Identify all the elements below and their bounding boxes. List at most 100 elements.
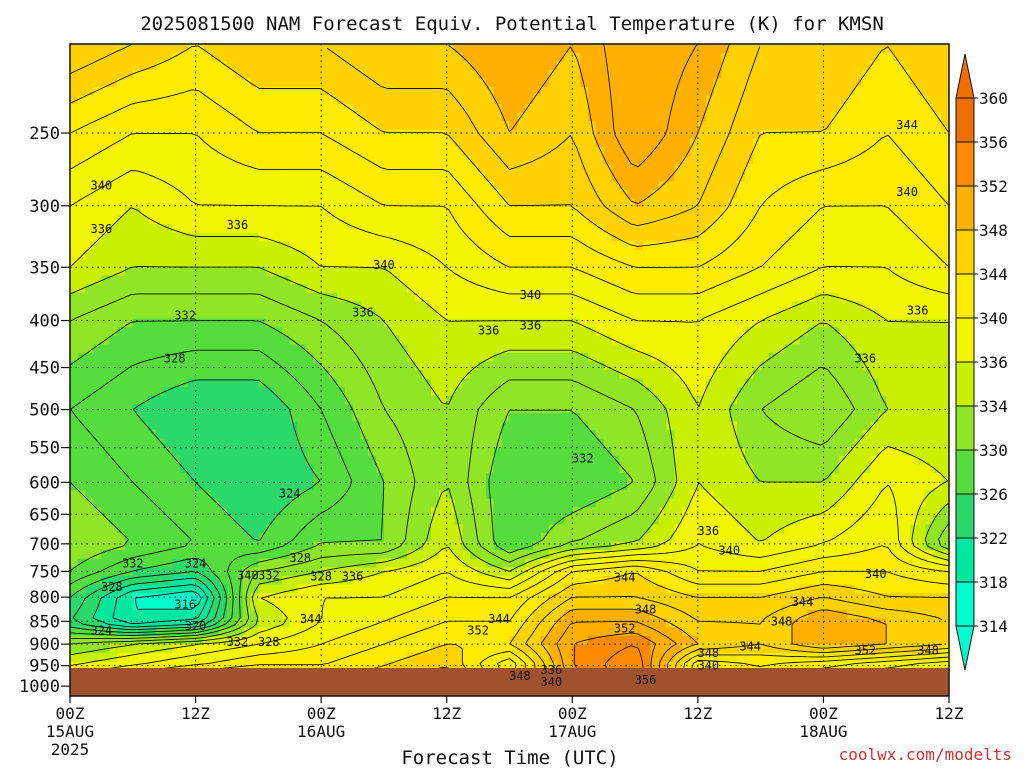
field-cell <box>109 258 118 268</box>
field-cell <box>321 498 330 508</box>
field-cell <box>203 515 212 526</box>
field-cell <box>266 335 275 345</box>
field-cell <box>297 292 307 302</box>
field-cell <box>533 164 542 174</box>
field-cell <box>525 533 534 543</box>
field-cell <box>517 232 526 242</box>
field-cell <box>101 567 110 577</box>
field-cell <box>391 533 401 543</box>
field-cell <box>234 121 244 131</box>
field-cell <box>211 189 220 200</box>
field-cell <box>321 309 330 320</box>
field-cell <box>533 224 542 234</box>
field-cell <box>376 232 385 242</box>
field-cell <box>297 593 307 603</box>
field-cell <box>305 292 314 302</box>
field-cell <box>383 267 393 277</box>
field-cell <box>423 232 432 242</box>
field-cell <box>548 344 558 354</box>
field-cell <box>517 635 526 646</box>
field-cell <box>101 653 110 663</box>
field-cell <box>305 395 314 405</box>
field-cell <box>70 61 79 71</box>
field-cell <box>462 309 471 320</box>
field-cell <box>485 249 495 260</box>
field-cell <box>242 172 252 182</box>
field-cell <box>383 455 393 465</box>
field-cell <box>454 155 464 165</box>
field-cell <box>344 241 354 251</box>
field-cell <box>77 198 87 208</box>
field-cell <box>517 155 526 165</box>
field-cell <box>195 241 205 251</box>
field-cell <box>462 44 471 54</box>
field-cell <box>540 112 550 122</box>
field-cell <box>226 327 236 337</box>
field-cell <box>344 472 354 483</box>
field-cell <box>454 181 464 191</box>
field-cell <box>164 533 173 543</box>
field-cell <box>360 249 369 260</box>
field-cell <box>219 541 228 551</box>
field-cell <box>148 189 157 200</box>
field-cell <box>540 447 550 457</box>
field-cell <box>70 541 79 551</box>
field-cell <box>281 447 291 457</box>
field-cell <box>509 61 518 71</box>
field-cell <box>85 524 95 534</box>
field-cell <box>485 335 495 345</box>
field-cell <box>399 327 409 337</box>
field-cell <box>376 387 385 397</box>
field-cell <box>140 224 150 234</box>
field-cell <box>85 86 95 97</box>
field-cell <box>156 430 165 440</box>
field-cell <box>383 198 393 208</box>
field-cell <box>297 498 307 508</box>
field-cell <box>187 584 197 594</box>
field-cell <box>85 155 95 165</box>
field-cell <box>117 327 126 337</box>
field-cell <box>399 155 409 165</box>
field-cell <box>93 455 102 465</box>
field-cell <box>556 164 566 174</box>
field-cell <box>164 438 173 448</box>
field-cell <box>140 241 150 251</box>
field-cell <box>336 541 346 551</box>
field-cell <box>266 490 275 500</box>
field-cell <box>313 644 322 654</box>
field-cell <box>485 370 495 380</box>
field-cell <box>478 309 487 320</box>
field-cell <box>485 52 495 62</box>
field-cell <box>352 181 361 191</box>
field-cell <box>376 309 385 320</box>
field-cell <box>172 387 181 397</box>
field-cell <box>485 541 495 551</box>
field-cell <box>140 146 150 157</box>
field-cell <box>313 387 322 397</box>
field-cell <box>454 318 464 328</box>
field-cell <box>132 361 142 371</box>
field-cell <box>101 232 110 242</box>
field-cell <box>313 44 322 54</box>
field-cell <box>203 395 212 405</box>
field-cell <box>399 301 409 311</box>
field-cell <box>172 421 181 431</box>
field-cell <box>156 507 165 517</box>
field-cell <box>493 404 503 414</box>
field-cell <box>179 232 189 242</box>
field-cell <box>211 301 220 311</box>
field-cell <box>164 361 173 371</box>
field-cell <box>140 438 150 448</box>
field-cell <box>313 181 322 191</box>
field-cell <box>124 507 134 517</box>
field-cell <box>517 112 526 122</box>
field-cell <box>344 69 354 79</box>
field-cell <box>242 575 252 586</box>
field-cell <box>172 258 181 268</box>
field-cell <box>556 387 566 397</box>
field-cell <box>274 275 283 285</box>
field-cell <box>548 550 558 560</box>
field-cell <box>478 241 487 251</box>
field-cell <box>564 189 573 200</box>
field-cell <box>117 387 126 397</box>
